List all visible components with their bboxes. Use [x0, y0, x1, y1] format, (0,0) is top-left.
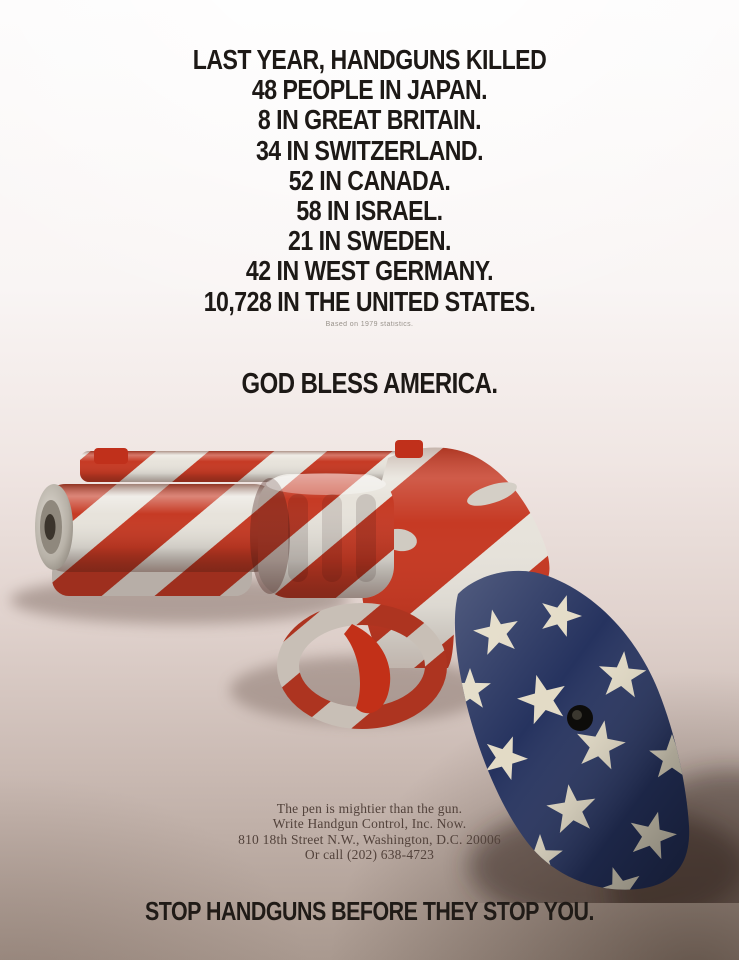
contact-phone: Or call (202) 638-4723 — [304, 846, 435, 862]
statistics-footnote: Based on 1979 statistics. — [325, 321, 414, 328]
headline-stats: LAST YEAR, HANDGUNS KILLED 48 PEOPLE IN … — [0, 44, 739, 317]
blessing-text: GOD BLESS AMERICA. — [241, 368, 498, 400]
muzzle — [35, 484, 73, 570]
grip-screw-highlight — [572, 710, 582, 720]
stat-line-west-germany: 42 IN WEST GERMANY. — [245, 255, 494, 287]
headline-line: LAST YEAR, HANDGUNS KILLED — [192, 44, 547, 75]
trigger-guard — [277, 603, 447, 729]
stat-line-canada: 52 IN CANADA. — [288, 164, 451, 196]
tagline-text: STOP HANDGUNS BEFORE THEY STOP YOU. — [145, 898, 594, 926]
stat-line-sweden: 21 IN SWEDEN. — [288, 225, 451, 257]
blessing-line: GOD BLESS AMERICA. — [0, 368, 739, 401]
stat-line-israel: 58 IN ISRAEL. — [296, 195, 443, 227]
contact-cta: Write Handgun Control, Inc. Now. — [272, 816, 467, 832]
hammer-spur — [467, 482, 517, 506]
contact-slogan: The pen is mightier than the gun. — [276, 801, 463, 816]
stat-line-great-britain: 8 IN GREAT BRITAIN. — [257, 104, 482, 136]
stat-line-switzerland: 34 IN SWITZERLAND. — [255, 134, 484, 166]
contact-address: 810 18th Street N.W., Washington, D.C. 2… — [238, 831, 501, 847]
tagline-block: STOP HANDGUNS BEFORE THEY STOP YOU. — [0, 898, 739, 927]
stat-line-united-states: 10,728 IN THE UNITED STATES. — [203, 285, 536, 317]
rear-sight-icon — [395, 440, 423, 458]
grip-shading — [454, 570, 690, 890]
cylinder — [250, 473, 394, 598]
contact-block: The pen is mightier than the gun. Write … — [0, 801, 739, 862]
barrel — [40, 484, 280, 572]
front-sight-icon — [94, 448, 128, 464]
flag-revolver-photo — [10, 440, 739, 903]
stat-line-japan: 48 PEOPLE IN JAPAN. — [251, 74, 488, 106]
trigger — [344, 624, 391, 714]
grip — [454, 570, 690, 890]
